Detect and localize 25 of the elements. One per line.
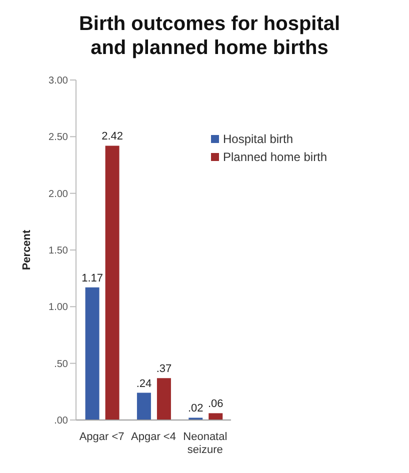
bar (85, 287, 100, 420)
y-axis-title: Percent (20, 229, 33, 270)
y-tick-label: 1.00 (48, 302, 68, 314)
bar (136, 392, 151, 420)
legend-label: Planned home birth (223, 150, 328, 164)
data-label: .06 (208, 398, 224, 410)
bar (208, 413, 223, 420)
data-label: 1.17 (82, 272, 104, 284)
bar (105, 146, 120, 420)
x-tick-label: Apgar <4 (131, 431, 176, 443)
chart-title: Birth outcomes for hospital and planned home births (78, 12, 342, 60)
bar (156, 378, 171, 420)
data-label: .37 (156, 363, 172, 376)
x-tick-label: Apgar <7 (79, 431, 124, 443)
data-label: .02 (188, 402, 204, 415)
data-label: 2.42 (102, 130, 124, 143)
y-tick-label: .50 (54, 358, 68, 370)
y-tick-label: 2.50 (48, 132, 68, 144)
data-label: .24 (136, 378, 152, 390)
x-tick-label: Neonatal seizure (183, 431, 228, 456)
legend-label: Hospital birth (223, 132, 294, 146)
y-tick-label: 3.00 (48, 76, 68, 87)
y-tick-label: 2.00 (48, 188, 68, 200)
y-tick-label: .00 (54, 416, 68, 427)
y-tick-label: 1.50 (48, 246, 68, 257)
